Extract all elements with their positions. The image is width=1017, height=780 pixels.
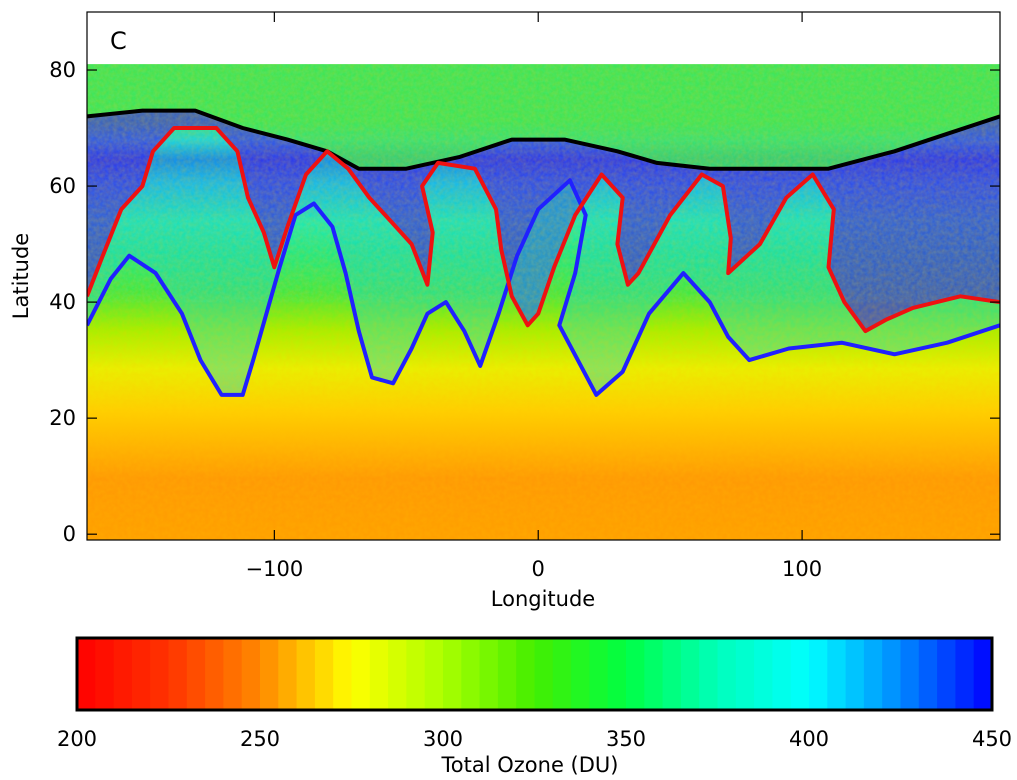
field-texture-north (87, 64, 1000, 303)
x-tick-label: −100 (246, 557, 304, 581)
colorbar-band (443, 638, 462, 710)
y-axis-label: Latitude (9, 233, 33, 319)
colorbar-band (424, 638, 444, 710)
colorbar-band (131, 638, 151, 710)
colorbar-band (534, 638, 554, 710)
colorbar-band (680, 638, 700, 710)
colorbar-tick-label: 300 (423, 727, 463, 751)
colorbar-band (369, 638, 389, 710)
contour-lines (87, 108, 1000, 397)
colorbar-band (845, 638, 865, 710)
colorbar-band (827, 638, 847, 710)
colorbar-band (168, 638, 188, 710)
colorbar-band (205, 638, 224, 710)
colorbar: 200 250 300 350 400 450 Total Ozone (DU) (57, 636, 1012, 777)
colorbar-band (699, 638, 719, 710)
colorbar-tick-label: 450 (972, 727, 1012, 751)
colorbar-band (900, 638, 920, 710)
colorbar-band (790, 638, 810, 710)
colorbar-band (223, 638, 243, 710)
colorbar-band (150, 638, 170, 710)
colorbar-band (296, 638, 316, 710)
colorbar-tick-label: 200 (57, 727, 97, 751)
colorbar-band (607, 638, 627, 710)
x-axis: −100 0 100 (246, 12, 822, 581)
colorbar-band (626, 638, 645, 710)
colorbar-frame (75, 636, 994, 712)
colorbar-band (314, 638, 334, 710)
colorbar-band (772, 638, 792, 710)
colorbar-band (461, 638, 481, 710)
colorbar-band (937, 638, 956, 710)
plot-area: C −100 0 100 0 20 40 60 80 Longitude Latitude (9, 11, 1001, 611)
colorbar-band (77, 638, 96, 710)
contour-line-3 (87, 126, 1000, 334)
colorbar-tick-label: 350 (606, 727, 646, 751)
colorbar-band (388, 638, 407, 710)
colorbar-band (717, 638, 737, 710)
colorbar-band (662, 638, 682, 710)
y-tick-label: 0 (63, 522, 76, 546)
colorbar-band (260, 638, 279, 710)
heatmap-field (87, 12, 1000, 540)
colorbar-band (516, 638, 536, 710)
y-tick-label: 20 (49, 406, 76, 430)
colorbar-band (95, 638, 115, 710)
colorbar-band (918, 638, 938, 710)
colorbar-band (351, 638, 371, 710)
colorbar-gradient (77, 638, 993, 710)
colorbar-tick-label: 400 (789, 727, 829, 751)
colorbar-band (406, 638, 426, 710)
panel-label: C (110, 27, 127, 55)
colorbar-band (882, 638, 902, 710)
y-tick-label: 80 (49, 58, 76, 82)
colorbar-tick-label: 250 (240, 727, 280, 751)
colorbar-label: Total Ozone (DU) (441, 753, 619, 777)
contour-line-2 (87, 178, 1000, 397)
contour-line-1 (87, 108, 1000, 171)
y-tick-label: 60 (49, 174, 76, 198)
colorbar-band (479, 638, 499, 710)
colorbar-band (863, 638, 883, 710)
colorbar-band (754, 638, 773, 710)
colorbar-band (955, 638, 975, 710)
colorbar-band (333, 638, 353, 710)
y-tick-label: 40 (49, 290, 76, 314)
colorbar-band (735, 638, 755, 710)
x-axis-label: Longitude (491, 587, 595, 611)
x-tick-label: 0 (532, 557, 545, 581)
colorbar-band (113, 638, 133, 710)
x-tick-label: 100 (782, 557, 822, 581)
colorbar-band (241, 638, 261, 710)
colorbar-band (552, 638, 572, 710)
colorbar-ticks: 200 250 300 350 400 450 (57, 727, 1012, 751)
colorbar-band (278, 638, 298, 710)
colorbar-band (186, 638, 206, 710)
colorbar-band (571, 638, 590, 710)
colorbar-band (973, 638, 993, 710)
colorbar-band (589, 638, 609, 710)
colorbar-band (497, 638, 517, 710)
colorbar-band (809, 638, 828, 710)
y-axis: 0 20 40 60 80 (49, 58, 1000, 546)
plot-frame (86, 11, 1001, 541)
colorbar-band (644, 638, 664, 710)
